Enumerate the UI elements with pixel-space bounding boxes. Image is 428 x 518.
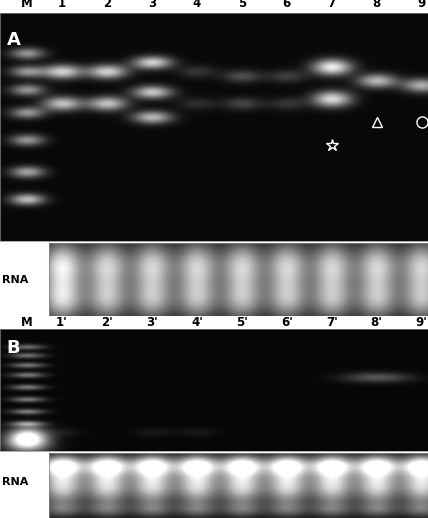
Text: 6': 6' [281, 316, 293, 329]
Text: RNA: RNA [2, 275, 29, 284]
Text: 6: 6 [282, 0, 291, 10]
Text: 5: 5 [238, 0, 246, 10]
Text: 3: 3 [148, 0, 156, 10]
Text: 3': 3' [146, 316, 158, 329]
Text: 9': 9' [416, 316, 428, 329]
Text: 9: 9 [417, 0, 426, 10]
Text: 8': 8' [371, 316, 383, 329]
Text: 4: 4 [193, 0, 201, 10]
Text: A: A [6, 31, 20, 49]
Text: 7': 7' [326, 316, 338, 329]
Text: RNA: RNA [2, 478, 29, 487]
Text: 5': 5' [236, 316, 248, 329]
Text: 8: 8 [372, 0, 381, 10]
Text: 2: 2 [103, 0, 111, 10]
Text: 1: 1 [58, 0, 66, 10]
Text: 1': 1' [56, 316, 68, 329]
Text: 2': 2' [101, 316, 113, 329]
Text: B: B [6, 339, 20, 357]
Text: M: M [21, 316, 33, 329]
Text: M: M [21, 0, 33, 10]
Text: 4': 4' [191, 316, 203, 329]
Text: 7: 7 [328, 0, 336, 10]
